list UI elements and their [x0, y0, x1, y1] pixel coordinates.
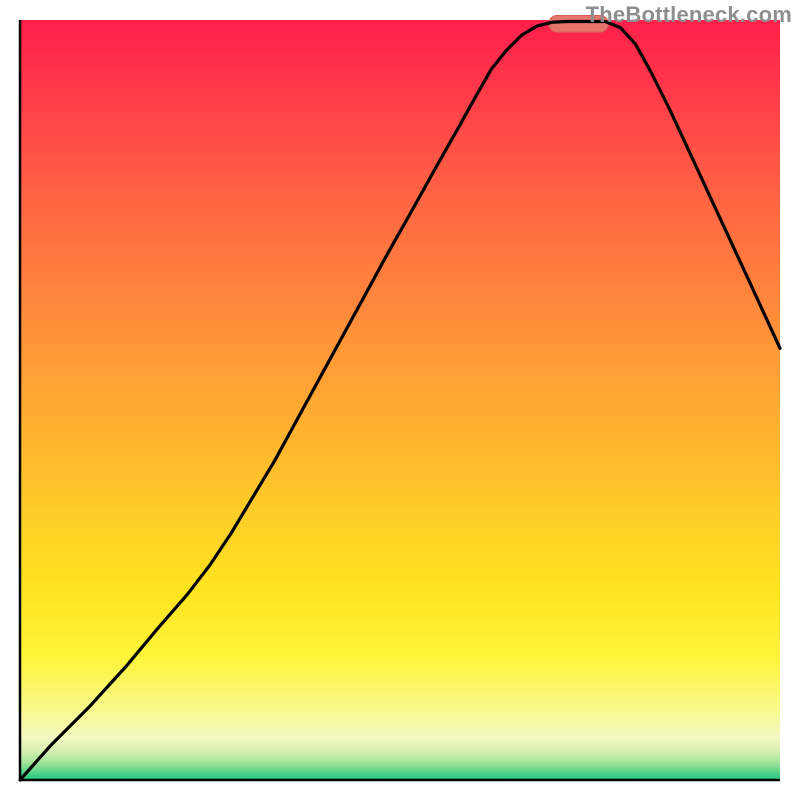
watermark-text: TheBottleneck.com: [586, 2, 792, 28]
chart-container: { "meta": { "watermark_text": "TheBottle…: [0, 0, 800, 800]
bottleneck-chart: [0, 0, 800, 800]
plot-background: [20, 20, 780, 780]
